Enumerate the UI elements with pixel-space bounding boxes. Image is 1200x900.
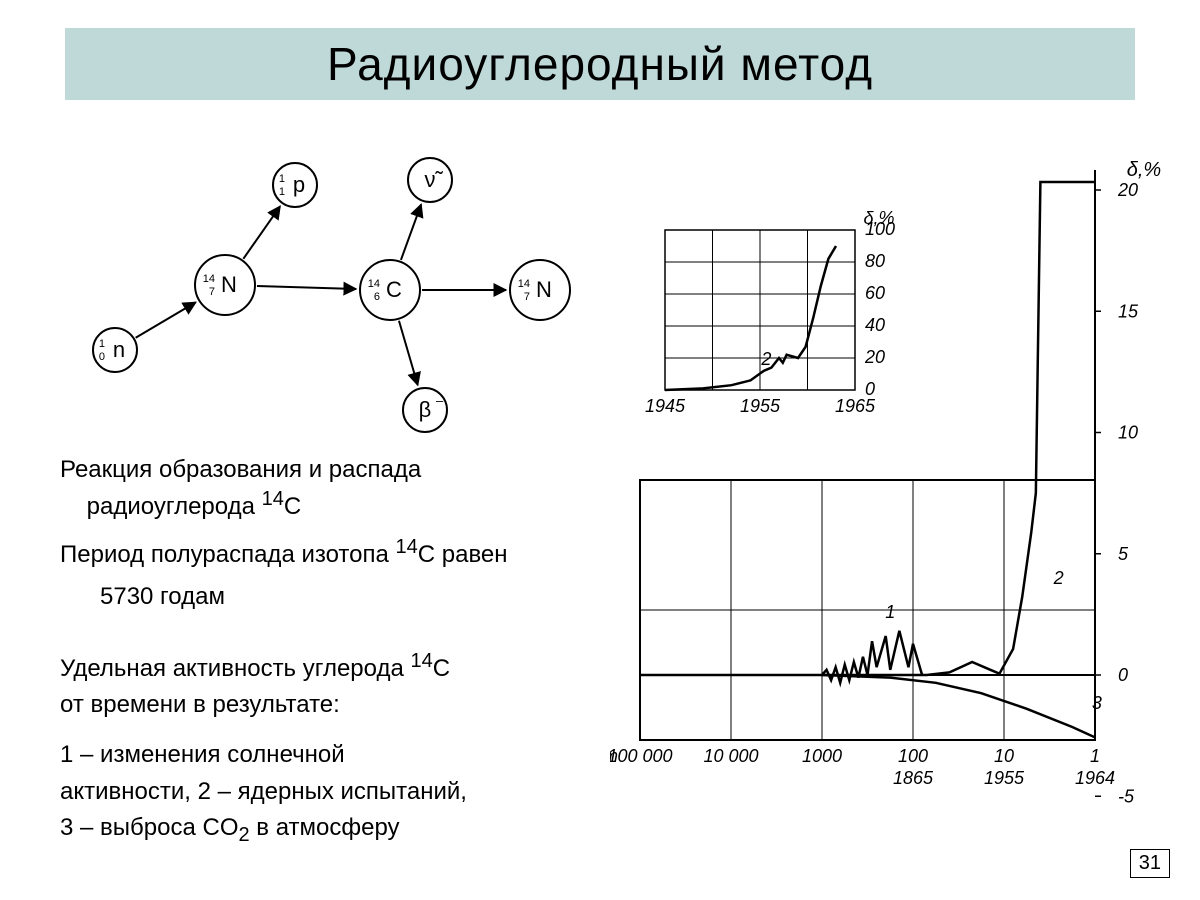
sub: 2	[239, 824, 250, 846]
svg-text:C: C	[386, 277, 402, 302]
svg-text:T, лет: T, лет	[610, 746, 618, 766]
slide-title: Радиоуглеродный метод	[65, 28, 1135, 100]
svg-text:p: p	[293, 172, 305, 197]
svg-text:1: 1	[279, 186, 285, 198]
left-column: n10N147p11C146ν̃β–N147 Реакция образован…	[60, 130, 580, 859]
sup: 14	[411, 650, 433, 672]
svg-text:100 000: 100 000	[610, 746, 673, 766]
svg-text:15: 15	[1118, 301, 1139, 321]
svg-text:2: 2	[1053, 568, 1064, 588]
text: радиоуглерода	[87, 493, 262, 520]
text: C	[433, 655, 450, 682]
svg-text:1955: 1955	[740, 396, 781, 416]
activity-caption-2: от времени в результате:	[60, 689, 580, 721]
text: в атмосферу	[250, 814, 400, 841]
slide-number: 31	[1130, 849, 1170, 878]
legend-line-1: 1 – изменения солнечной	[60, 739, 580, 771]
text: активности, 2 – ядерных испытаний,	[60, 778, 467, 805]
svg-text:1965: 1965	[835, 396, 876, 416]
svg-text:100: 100	[898, 746, 928, 766]
svg-text:2: 2	[760, 349, 771, 369]
svg-text:6: 6	[374, 291, 380, 303]
sup: 14	[262, 488, 284, 510]
svg-text:7: 7	[209, 286, 215, 298]
svg-text:3: 3	[1092, 693, 1102, 713]
svg-text:0: 0	[1118, 665, 1128, 685]
activity-chart: δ,%-505101520100 00010 00010001001865101…	[610, 150, 1170, 810]
text: 5730 годам	[100, 583, 225, 610]
reaction-diagram: n10N147p11C146ν̃β–N147	[60, 130, 580, 450]
svg-text:40: 40	[865, 315, 885, 335]
svg-text:14: 14	[203, 273, 215, 285]
svg-text:1: 1	[99, 338, 105, 350]
text: Удельная активность углерода	[60, 655, 411, 682]
text: Реакция образования и распада	[60, 456, 421, 483]
svg-text:N: N	[536, 277, 552, 302]
svg-text:1: 1	[1090, 746, 1100, 766]
svg-text:–: –	[436, 393, 444, 408]
svg-text:100: 100	[865, 219, 895, 239]
svg-text:δ,%: δ,%	[1127, 159, 1161, 181]
svg-text:10: 10	[1118, 423, 1138, 443]
svg-text:20: 20	[864, 347, 885, 367]
halflife-caption: Период полураспада изотопа 14C равен	[60, 534, 580, 571]
svg-text:-5: -5	[1118, 786, 1135, 806]
svg-text:1865: 1865	[893, 768, 934, 788]
svg-text:1964: 1964	[1075, 768, 1115, 788]
text: C	[284, 493, 301, 520]
activity-caption-1: Удельная активность углерода 14C	[60, 648, 580, 685]
svg-text:β: β	[419, 397, 432, 422]
svg-text:14: 14	[368, 278, 380, 290]
text: 3 – выброса CO	[60, 814, 239, 841]
svg-text:0: 0	[99, 351, 105, 363]
text: от времени в результате:	[60, 691, 340, 718]
svg-text:n: n	[113, 337, 125, 362]
svg-text:5: 5	[1118, 544, 1129, 564]
text: Период полураспада изотопа	[60, 541, 396, 568]
svg-text:1945: 1945	[645, 396, 686, 416]
svg-text:10: 10	[994, 746, 1014, 766]
legend-line-3: 3 – выброса CO2 в атмосферу	[60, 812, 580, 849]
svg-text:1: 1	[885, 602, 895, 622]
halflife-value: 5730 годам	[100, 581, 580, 613]
svg-text:1955: 1955	[984, 768, 1025, 788]
svg-text:7: 7	[524, 291, 530, 303]
reaction-caption: Реакция образования и распада радиоуглер…	[60, 454, 580, 524]
chart-area: δ,%-505101520100 00010 00010001001865101…	[610, 150, 1170, 810]
svg-text:1: 1	[279, 173, 285, 185]
svg-text:1000: 1000	[802, 746, 842, 766]
svg-text:14: 14	[518, 278, 530, 290]
svg-text:N: N	[221, 272, 237, 297]
legend-line-2: активности, 2 – ядерных испытаний,	[60, 776, 580, 808]
svg-text:60: 60	[865, 283, 885, 303]
sup: 14	[396, 536, 418, 558]
svg-text:20: 20	[1117, 180, 1138, 200]
svg-text:10 000: 10 000	[703, 746, 758, 766]
svg-text:80: 80	[865, 251, 885, 271]
text: 1 – изменения солнечной	[60, 741, 345, 768]
text: C равен	[418, 541, 508, 568]
